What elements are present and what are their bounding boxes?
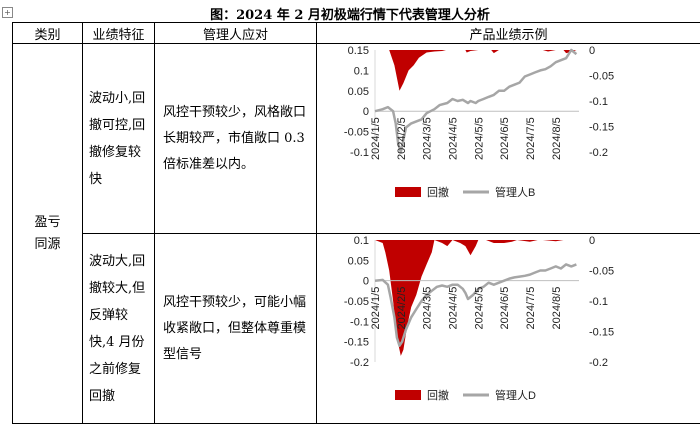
right-axis-tick: -0.15: [589, 327, 614, 339]
chart-cell: 0.15 0.1 0.05 0 -0.05 -0.1 0 -0.05 -0.1 -0.15 -0.2…: [317, 44, 700, 234]
right-axis-tick: -0.05: [589, 71, 614, 83]
manager-analysis-table: 类别 业绩特征 管理人应对 产品业绩示例 盈亏同源 波动小,回撤可控,回撤修复较…: [12, 22, 700, 424]
left-axis-tick: 0.1: [354, 235, 369, 247]
x-axis-tick: 2024/3/5: [422, 117, 434, 160]
figure-caption: 图：2024 年 2 月初极端行情下代表管理人分析: [0, 4, 700, 23]
chart-manager-b-svg: 0.15 0.1 0.05 0 -0.05 -0.1 0 -0.05 -0.1 -0.15 -0.2…: [317, 44, 645, 228]
feature-cell: 波动大,回撤较大,但反弹较快,4 月份之前修复回撤: [83, 234, 155, 424]
left-axis-tick: 0.15: [348, 45, 369, 57]
left-axis-tick: 0: [363, 106, 369, 118]
chart-manager-d-svg: 0.1 0.05 0 -0.05 -0.1 -0.15 -0.2 0 -0.05 -0.1 -0.1…: [317, 234, 645, 418]
right-axis-tick: -0.1: [589, 296, 608, 308]
x-axis-tick: 2024/7/5: [525, 117, 537, 160]
left-axis-tick: -0.2: [350, 357, 369, 369]
left-axis-tick: 0.05: [348, 86, 369, 98]
x-axis-tick: 2024/6/5: [499, 287, 511, 330]
left-axis-tick: 0.1: [354, 65, 369, 77]
x-axis-tick: 2024/6/5: [499, 117, 511, 160]
right-axis-tick: -0.15: [589, 122, 614, 134]
legend-swatch-drawdown: [395, 390, 421, 400]
left-axis-tick: 0: [363, 276, 369, 288]
table-row: 波动大,回撤较大,但反弹较快,4 月份之前修复回撤 风控干预较少，可能小幅收紧敞…: [13, 234, 700, 424]
x-axis-tick: 2024/5/5: [473, 287, 485, 330]
x-axis-tick: 2024/8/5: [551, 287, 563, 330]
left-axis-tick: -0.1: [350, 316, 369, 328]
header-example: 产品业绩示例: [317, 23, 700, 44]
drawdown-area: [375, 50, 576, 91]
x-axis-tick: 2024/2/5: [396, 117, 408, 160]
x-axis-tick: 2024/1/5: [370, 117, 382, 160]
x-axis-tick: 2024/5/5: [473, 117, 485, 160]
left-axis-tick: -0.1: [350, 147, 369, 159]
right-axis-tick: 0: [589, 235, 595, 247]
response-cell: 风控干预较少，风格敞口长期较严，市值敞口 0.3 倍标准差以内。: [155, 44, 317, 234]
table-row: 盈亏同源 波动小,回撤可控,回撤修复较快 风控干预较少，风格敞口长期较严，市值敞…: [13, 44, 700, 234]
category-cell: 盈亏同源: [13, 44, 83, 424]
x-axis-tick: 2024/7/5: [525, 287, 537, 330]
header-response: 管理人应对: [155, 23, 317, 44]
chart-cell: 0.1 0.05 0 -0.05 -0.1 -0.15 -0.2 0 -0.05 -0.1 -0.1…: [317, 234, 700, 424]
x-axis-tick: 2024/4/5: [447, 117, 459, 160]
legend-swatch-drawdown: [395, 187, 421, 197]
right-axis-tick: -0.2: [589, 357, 608, 369]
legend-label-manager: 管理人B: [495, 185, 535, 199]
feature-cell: 波动小,回撤可控,回撤修复较快: [83, 44, 155, 234]
legend-label-drawdown: 回撤: [427, 388, 449, 402]
header-category: 类别: [13, 23, 83, 44]
header-feature: 业绩特征: [83, 23, 155, 44]
header-row: 类别 业绩特征 管理人应对 产品业绩示例: [13, 23, 700, 44]
x-axis-tick: 2024/3/5: [422, 287, 434, 330]
left-axis-tick: -0.05: [344, 127, 369, 139]
chart-manager-d: 0.1 0.05 0 -0.05 -0.1 -0.15 -0.2 0 -0.05 -0.1 -0.1…: [317, 234, 645, 418]
right-axis-tick: -0.1: [589, 96, 608, 108]
chart-manager-b: 0.15 0.1 0.05 0 -0.05 -0.1 0 -0.05 -0.1 -0.15 -0.2…: [317, 44, 645, 228]
category-label: 盈亏同源: [34, 212, 62, 256]
right-axis-tick: 0: [589, 45, 595, 57]
legend-label-manager: 管理人D: [495, 388, 536, 402]
left-axis-tick: -0.05: [344, 296, 369, 308]
legend-label-drawdown: 回撤: [427, 185, 449, 199]
left-axis-tick: -0.15: [344, 337, 369, 349]
x-axis-tick: 2024/8/5: [551, 117, 563, 160]
left-axis-tick: 0.05: [348, 255, 369, 267]
x-axis-tick: 2024/2/5: [396, 287, 408, 330]
right-axis-tick: -0.2: [589, 147, 608, 159]
x-axis-tick: 2024/4/5: [447, 287, 459, 330]
right-axis-tick: -0.05: [589, 266, 614, 278]
x-axis-tick: 2024/1/5: [370, 287, 382, 330]
response-cell: 风控干预较少，可能小幅收紧敞口，但整体尊重模型信号: [155, 234, 317, 424]
